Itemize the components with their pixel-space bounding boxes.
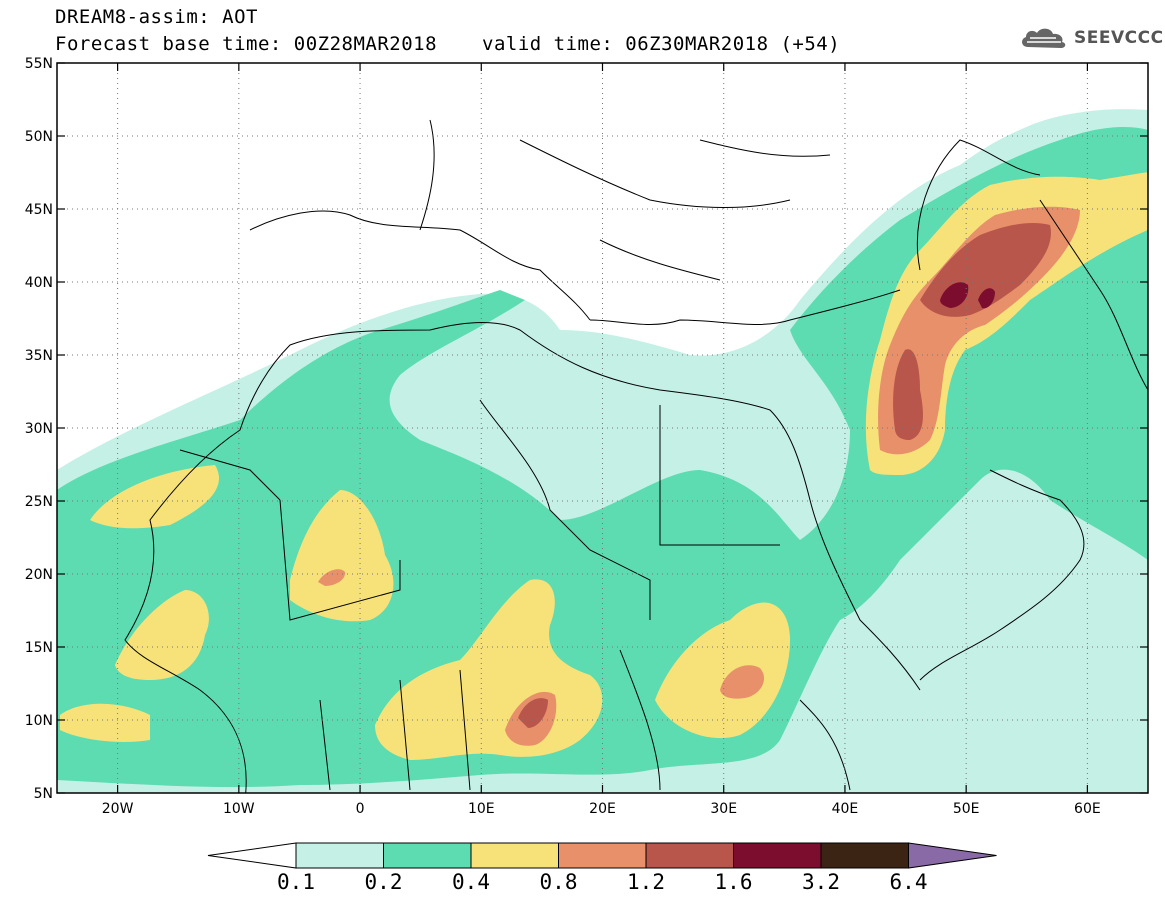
- colorbar-over-arrow: [908, 842, 997, 869]
- lon-tick-label: 40E: [832, 801, 859, 817]
- colorbar-label: 3.2: [802, 870, 840, 894]
- lat-tick-label: 25N: [25, 494, 53, 510]
- colorbar-segment: [470, 842, 559, 869]
- colorbar-segment: [733, 842, 822, 869]
- lon-tick-label: 50E: [953, 801, 980, 817]
- colorbar-label: 0.8: [540, 870, 578, 894]
- lat-tick-label: 10N: [25, 713, 53, 729]
- aot-level-0.2: [57, 127, 1148, 788]
- colorbar-label: 1.6: [715, 870, 753, 894]
- lat-tick-label: 45N: [25, 202, 53, 218]
- lat-tick-label: 35N: [25, 348, 53, 364]
- colorbar-label: 6.4: [890, 870, 928, 894]
- cloud-icon: [1022, 28, 1066, 48]
- country-borders: [124, 119, 1148, 793]
- lat-tick-label: 5N: [34, 786, 53, 802]
- lon-tick-label: 0: [356, 801, 365, 817]
- lat-tick-label: 15N: [25, 640, 53, 656]
- lon-tick-label: 20W: [102, 801, 134, 817]
- valid-time: valid time: 06Z30MAR2018 (+54): [482, 33, 841, 55]
- colorbar-label: 0.2: [365, 870, 403, 894]
- colorbar-label: 0.1: [277, 870, 315, 894]
- lat-tick-label: 20N: [25, 567, 53, 583]
- lat-tick-label: 40N: [25, 275, 53, 291]
- aot-level-1.6: [940, 282, 995, 309]
- lon-tick-label: 10W: [223, 801, 255, 817]
- colorbar-segment: [820, 842, 909, 869]
- lon-tick-label: 30E: [710, 801, 737, 817]
- lat-tick-label: 30N: [25, 421, 53, 437]
- forecast-base-time: Forecast base time: 00Z28MAR2018: [55, 33, 438, 55]
- axis-ticks: 55N 50N 45N 40N 35N 30N 25N 20N 15N 10N 5N 20W 10W 0 1…: [25, 56, 1148, 817]
- colorbar-under-arrow: [207, 842, 297, 869]
- colorbar-segment: [295, 842, 384, 869]
- graticule: [57, 63, 1148, 793]
- lon-tick-label: 60E: [1074, 801, 1101, 817]
- colorbar-label: 0.4: [452, 870, 490, 894]
- lon-tick-label: 10E: [468, 801, 495, 817]
- colorbar-segment: [558, 842, 647, 869]
- logo-text: SEEVCCC: [1074, 28, 1164, 48]
- colorbar-segment: [383, 842, 472, 869]
- aot-fields: [57, 109, 1148, 793]
- map-title: DREAM8-assim: AOT: [55, 6, 258, 28]
- lat-tick-label: 50N: [25, 129, 53, 145]
- lon-tick-label: 20E: [589, 801, 616, 817]
- seevccc-logo: SEEVCCC: [1018, 25, 1164, 51]
- colorbar-label: 1.2: [627, 870, 665, 894]
- lat-tick-label: 55N: [25, 56, 53, 72]
- colorbar-segment: [645, 842, 734, 869]
- colorbar: 0.1 0.2 0.4 0.8 1.2 1.6 3.2 6.4: [207, 842, 997, 894]
